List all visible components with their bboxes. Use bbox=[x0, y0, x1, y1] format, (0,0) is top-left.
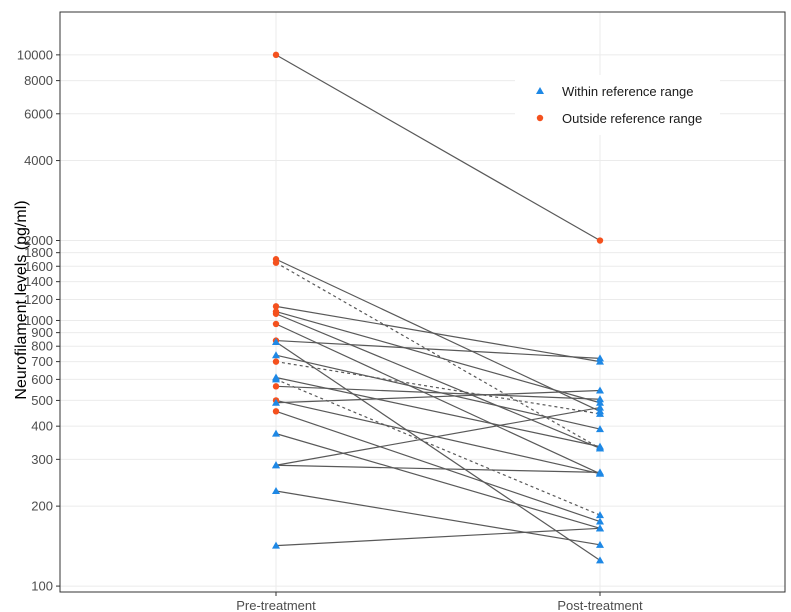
pair-lines bbox=[275, 54, 601, 561]
pre-treatment-point bbox=[272, 398, 280, 406]
pre-treatment-point bbox=[272, 375, 280, 383]
y-tick-label: 4000 bbox=[24, 153, 53, 168]
pre-treatment-point bbox=[272, 358, 280, 365]
pre-treatment-point bbox=[272, 320, 280, 328]
legend-label-within: Within reference range bbox=[562, 84, 694, 99]
legend-key-within bbox=[536, 87, 544, 94]
grid-lines bbox=[60, 12, 785, 592]
pre-treatment-point bbox=[272, 487, 280, 495]
pair-line bbox=[275, 262, 601, 449]
pair-line bbox=[275, 361, 601, 415]
pair-line bbox=[275, 54, 601, 242]
post-treatment-point bbox=[596, 409, 604, 417]
pre-treatment-point bbox=[272, 429, 280, 437]
pair-line bbox=[275, 410, 601, 523]
post-treatment-point bbox=[596, 442, 604, 450]
y-tick-label: 100 bbox=[31, 579, 53, 594]
post-treatment-point bbox=[596, 517, 604, 525]
pair-line bbox=[275, 339, 601, 359]
post-treatment-point bbox=[596, 354, 604, 362]
legend-label-outside: Outside reference range bbox=[562, 111, 702, 126]
pair-line bbox=[275, 389, 601, 404]
y-tick-label: 900 bbox=[31, 325, 53, 340]
y-tick-label: 1200 bbox=[24, 292, 53, 307]
post-treatment-point bbox=[596, 524, 604, 532]
pair-line bbox=[275, 258, 601, 412]
pair-line bbox=[275, 406, 601, 466]
x-tick-label: Pre-treatment bbox=[236, 598, 316, 612]
pre-treatment-point bbox=[272, 461, 280, 469]
legend-background bbox=[515, 75, 720, 135]
y-tick-label: 500 bbox=[31, 393, 53, 408]
pair-line bbox=[275, 399, 601, 475]
pair-line bbox=[275, 305, 601, 363]
y-tick-label: 200 bbox=[31, 499, 53, 514]
pair-line bbox=[275, 378, 601, 516]
y-tick-label: 400 bbox=[31, 419, 53, 434]
y-tick-label: 1800 bbox=[24, 245, 53, 260]
legend-triangle-marker bbox=[536, 87, 544, 94]
pre-treatment-point bbox=[272, 310, 280, 317]
data-points bbox=[272, 51, 604, 564]
post-treatment-point bbox=[596, 540, 604, 548]
post-treatment-point bbox=[596, 425, 604, 433]
y-tick-label: 1000 bbox=[24, 313, 53, 328]
pair-line bbox=[275, 323, 601, 475]
x-tick-label: Post-treatment bbox=[557, 598, 643, 612]
pre-treatment-point bbox=[272, 351, 280, 359]
pre-treatment-point bbox=[272, 337, 280, 345]
post-treatment-point bbox=[596, 386, 604, 394]
panel-border bbox=[59, 11, 786, 593]
y-axis: 1002003004005006007008009001000120014001… bbox=[17, 47, 60, 594]
y-tick-label: 800 bbox=[31, 339, 53, 354]
y-tick-label: 2000 bbox=[24, 233, 53, 248]
y-tick-label: 8000 bbox=[24, 73, 53, 88]
pre-treatment-point bbox=[272, 51, 280, 59]
y-tick-label: 1600 bbox=[24, 259, 53, 274]
pair-line bbox=[275, 311, 601, 404]
post-treatment-point bbox=[596, 511, 604, 519]
y-tick-label: 10000 bbox=[17, 47, 53, 62]
pre-treatment-point bbox=[272, 541, 280, 549]
y-tick-label: 6000 bbox=[24, 106, 53, 121]
pair-line bbox=[275, 385, 601, 400]
pair-line bbox=[275, 341, 601, 561]
post-treatment-point bbox=[596, 237, 604, 244]
post-treatment-point bbox=[596, 403, 604, 411]
legend-key-outside bbox=[536, 114, 544, 122]
legend: Within reference range Outside reference… bbox=[515, 75, 720, 135]
pre-treatment-point bbox=[272, 383, 280, 390]
pair-line bbox=[275, 313, 601, 449]
y-tick-label: 600 bbox=[31, 372, 53, 387]
x-axis: Pre-treatment Post-treatment bbox=[236, 592, 643, 612]
pair-line bbox=[275, 464, 601, 473]
y-tick-label: 300 bbox=[31, 452, 53, 467]
legend-circle-marker bbox=[536, 114, 544, 122]
y-tick-label: 700 bbox=[31, 354, 53, 369]
pair-line bbox=[275, 490, 601, 546]
pair-line bbox=[275, 527, 601, 547]
post-treatment-point bbox=[596, 468, 604, 476]
y-tick-label: 1400 bbox=[24, 274, 53, 289]
pair-line bbox=[275, 433, 601, 529]
pre-treatment-point bbox=[272, 259, 280, 266]
post-treatment-point bbox=[596, 556, 604, 564]
y-axis-title: Neurofilament levels (pg/ml) bbox=[13, 200, 30, 399]
post-treatment-point bbox=[596, 395, 604, 403]
pre-treatment-point bbox=[272, 408, 280, 415]
pre-treatment-point bbox=[272, 303, 280, 310]
